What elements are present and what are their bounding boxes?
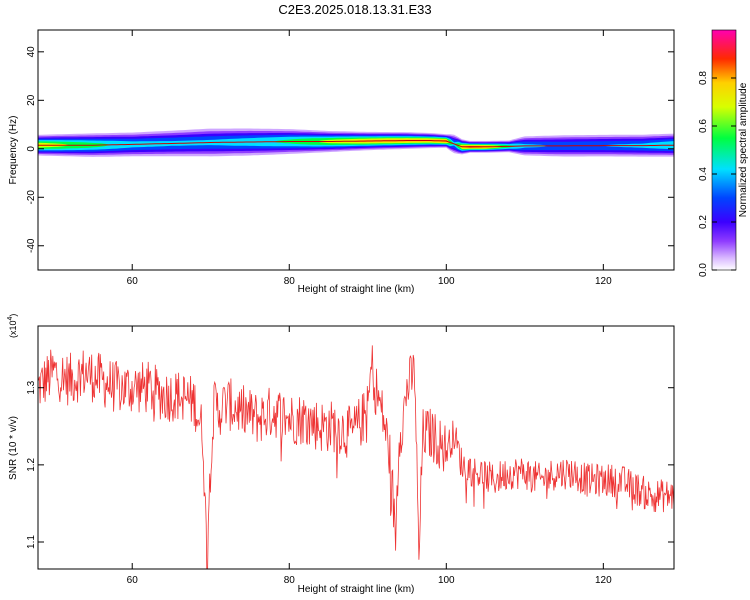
spectrogram-ridge-line [38, 140, 674, 148]
spectrogram-ticks: 60 80 100 120 -40 -20 0 20 40 [26, 30, 674, 287]
spectrogram-y-tick-label: 20 [26, 94, 37, 106]
colorbar: 0.0 0.2 0.4 0.6 0.8 Normalized spectral ampl… [698, 29, 749, 277]
colorbar-tick-label: 0.0 [698, 263, 709, 277]
spectrogram-level-5 [38, 137, 674, 150]
spectrogram-y-tick-label: 40 [26, 46, 37, 58]
snr-y-tick-label: 1.2 [26, 457, 37, 471]
spectrogram-x-axis-label: Height of straight line (km) [298, 284, 415, 295]
spectrogram-x-tick-label: 120 [595, 276, 612, 287]
spectrogram-x-tick-label: 60 [127, 276, 139, 287]
spectrogram-level-6 [38, 138, 674, 149]
snr-y-tick-label: 1.1 [26, 535, 37, 549]
svg-text:(x104): (x104) [7, 314, 18, 338]
snr-multiplier-exp: 4 [7, 316, 14, 320]
spectrogram-heatmap [38, 128, 674, 157]
colorbar-tick-label: 0.6 [698, 119, 709, 133]
snr-y-tick-label: 1.3 [26, 380, 37, 394]
snr-panel: 60 80 100 120 1.1 1.2 1.3 Height of straight l… [7, 314, 675, 595]
colorbar-ticks: 0.0 0.2 0.4 0.6 0.8 [698, 71, 736, 277]
snr-multiplier: (x104) [7, 314, 18, 338]
spectrogram-y-tick-label: -20 [26, 190, 37, 205]
snr-line [38, 345, 674, 569]
spectrogram-y-axis-label: Frequency (Hz) [8, 116, 19, 185]
spectrogram-frame [37, 29, 675, 271]
snr-multiplier-base: (x10 [8, 320, 18, 338]
figure-title: C2E3.2025.018.13.31.E33 [278, 2, 432, 17]
snr-plot-area [38, 326, 674, 569]
colorbar-tick-label: 0.8 [698, 71, 709, 85]
spectrogram-x-tick-label: 100 [438, 276, 455, 287]
snr-series [38, 345, 674, 569]
snr-x-tick-label: 80 [284, 575, 296, 586]
snr-frame [37, 325, 675, 570]
colorbar-tick-label: 0.4 [698, 167, 709, 181]
snr-y-axis-label: SNR (10 * v/v) [8, 416, 19, 480]
spectrogram-panel: 60 80 100 120 -40 -20 0 20 40 Height of straight… [8, 29, 675, 295]
snr-x-axis-label: Height of straight line (km) [298, 584, 415, 595]
snr-x-tick-label: 120 [595, 575, 612, 586]
snr-ticks: 60 80 100 120 1.1 1.2 1.3 [26, 326, 674, 586]
snr-x-tick-label: 60 [127, 575, 139, 586]
spectrogram-y-tick-label: -40 [26, 238, 37, 253]
colorbar-tick-label: 0.2 [698, 215, 709, 229]
snr-x-tick-label: 100 [438, 575, 455, 586]
spectrogram-y-tick-label: 0 [26, 146, 37, 152]
spectrogram-x-tick-label: 80 [284, 276, 296, 287]
colorbar-gradient [711, 29, 737, 271]
colorbar-label: Normalized spectral amplitude [738, 82, 749, 217]
